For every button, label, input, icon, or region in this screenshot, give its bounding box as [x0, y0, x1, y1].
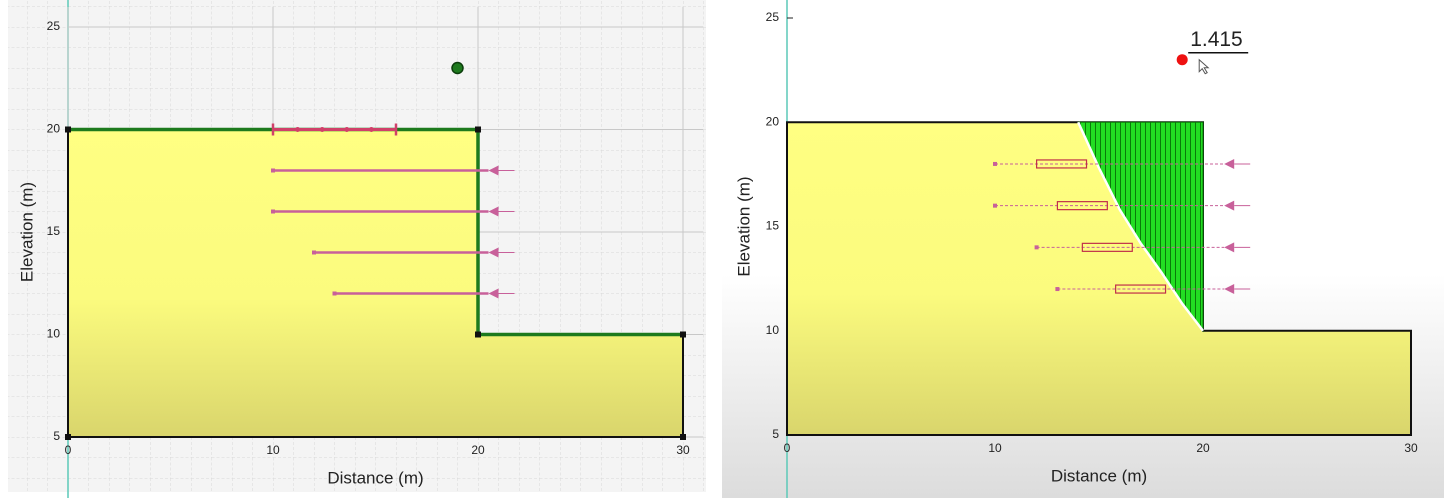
slip-center: [451, 61, 464, 75]
anchor-end: [1055, 287, 1060, 292]
y-tick-label: 15: [47, 224, 61, 238]
factor-of-safety: 1.415: [1190, 28, 1243, 51]
load-node: [368, 127, 374, 132]
anchor-arrow: [488, 247, 499, 258]
vertex: [65, 434, 71, 440]
y-tick-label: 10: [47, 327, 61, 341]
anchor-end: [271, 209, 275, 214]
x-tick-label: 0: [65, 443, 72, 457]
y-axis-title: Elevation (m): [734, 176, 753, 276]
vertex: [680, 434, 686, 440]
slip-surface: [1077, 121, 1204, 332]
y-tick-label: 20: [766, 114, 780, 128]
bond-length: [1081, 242, 1133, 252]
load-node: [295, 127, 301, 132]
anchor-end: [332, 291, 337, 296]
x-tick-label: 10: [988, 441, 1002, 455]
y-tick-label: 5: [772, 427, 779, 441]
y-tick-label: 20: [47, 122, 61, 136]
load-node: [319, 127, 325, 132]
load-node: [344, 127, 350, 132]
y-tick-label: 15: [766, 219, 780, 233]
x-axis-title: Distance (m): [1051, 466, 1147, 485]
vertex: [65, 126, 71, 133]
anchor-end: [312, 250, 316, 255]
anchor-arrow: [1224, 200, 1235, 211]
anchor-arrow: [488, 206, 499, 217]
anchor-arrow: [1224, 242, 1235, 253]
slip-center: [1176, 54, 1188, 66]
x-tick-label: 30: [1404, 441, 1418, 455]
bond-length: [1056, 201, 1108, 211]
x-tick-label: 0: [784, 441, 791, 455]
x-tick-label: 20: [471, 443, 485, 457]
bond-length: [1115, 284, 1167, 294]
x-tick-label: 20: [1196, 441, 1210, 455]
anchor-arrow: [1224, 284, 1235, 295]
vertex: [475, 126, 481, 133]
bond-length: [1035, 159, 1088, 169]
x-axis-title: Distance (m): [327, 468, 423, 487]
mouse-cursor: [1198, 58, 1210, 75]
anchor-arrow: [1224, 158, 1235, 169]
y-axis-title: Elevation (m): [17, 182, 36, 282]
anchor-end: [271, 168, 275, 173]
anchor-arrow: [488, 288, 499, 299]
y-tick-label: 5: [53, 429, 60, 443]
vertex: [475, 331, 481, 338]
anchor-arrow: [488, 165, 499, 176]
anchor-end: [993, 161, 997, 166]
y-tick-label: 25: [47, 19, 61, 33]
anchor-end: [993, 203, 997, 208]
y-tick-label: 25: [766, 10, 780, 24]
x-tick-label: 30: [676, 443, 690, 457]
anchor-end: [1034, 245, 1039, 250]
y-tick-label: 10: [766, 323, 780, 337]
x-tick-label: 10: [266, 443, 280, 457]
vertex: [680, 331, 686, 338]
